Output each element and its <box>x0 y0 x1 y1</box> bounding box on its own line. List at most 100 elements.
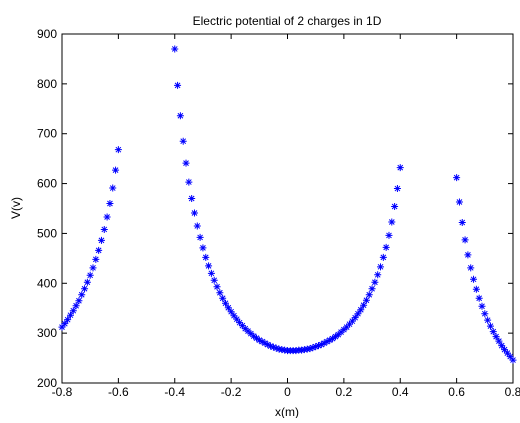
y-tick-label: 500 <box>37 226 57 240</box>
data-point <box>267 342 275 350</box>
data-point <box>272 344 280 352</box>
data-point <box>224 304 232 312</box>
data-point <box>470 275 478 283</box>
data-point <box>199 244 207 252</box>
data-point <box>61 320 69 328</box>
data-point <box>348 317 356 325</box>
data-point <box>306 345 314 353</box>
data-point <box>309 344 317 352</box>
data-point <box>95 246 103 254</box>
data-point <box>374 271 382 279</box>
x-tick-label: -0.2 <box>221 385 242 399</box>
x-axis-label: x(m) <box>275 405 299 418</box>
data-point <box>320 339 328 347</box>
data-point <box>241 325 249 333</box>
data-point <box>196 233 204 241</box>
data-point <box>391 203 399 211</box>
data-point <box>227 308 235 316</box>
data-point <box>458 218 466 226</box>
y-tick-label: 300 <box>37 326 57 340</box>
y-tick-label: 700 <box>37 127 57 141</box>
data-point <box>78 291 86 299</box>
data-point <box>176 112 184 120</box>
data-point <box>501 346 509 354</box>
data-point <box>244 327 252 335</box>
data-point <box>182 159 190 167</box>
data-point <box>329 335 337 343</box>
data-point <box>171 45 179 53</box>
data-point <box>467 264 475 272</box>
data-point <box>495 337 503 345</box>
y-tick-label: 800 <box>37 77 57 91</box>
data-point <box>337 328 345 336</box>
data-point <box>362 296 370 304</box>
data-point <box>58 323 66 331</box>
data-point <box>202 253 210 261</box>
data-point <box>503 349 511 357</box>
data-point <box>109 184 117 192</box>
data-point <box>258 338 266 346</box>
data-point <box>357 306 365 314</box>
data-point <box>455 198 463 206</box>
data-point <box>236 319 244 327</box>
data-point <box>216 289 224 297</box>
data-point <box>331 333 339 341</box>
data-point <box>393 185 401 193</box>
data-point <box>368 285 376 293</box>
data-point <box>509 356 517 364</box>
data-point <box>269 343 277 351</box>
data-point <box>472 285 480 293</box>
data-point <box>250 332 258 340</box>
data-point <box>86 271 94 279</box>
data-point <box>489 328 497 336</box>
data-point <box>382 243 390 251</box>
y-tick-label: 900 <box>37 27 57 41</box>
x-tick-label: 0.6 <box>448 385 465 399</box>
data-point <box>238 322 246 330</box>
data-point <box>453 174 461 182</box>
data-point <box>190 209 198 217</box>
data-point <box>210 276 218 284</box>
data-point <box>317 341 325 349</box>
data-point <box>219 294 227 302</box>
data-point <box>351 314 359 322</box>
data-point <box>185 178 193 186</box>
data-point <box>64 316 72 324</box>
data-point <box>193 222 201 230</box>
data-point <box>334 331 342 339</box>
data-point <box>230 312 238 320</box>
data-point <box>396 164 404 172</box>
y-tick-label: 600 <box>37 177 57 191</box>
x-tick-label: 0.4 <box>392 385 409 399</box>
data-point <box>478 302 486 310</box>
data-point <box>475 294 483 302</box>
y-axis-label: V(v) <box>9 197 23 219</box>
data-point <box>97 236 105 244</box>
data-point <box>247 330 255 338</box>
plot-area <box>61 33 514 384</box>
data-point <box>112 166 120 174</box>
data-point <box>100 225 108 233</box>
data-point <box>205 262 213 270</box>
data-point <box>207 269 215 277</box>
data-point <box>81 285 89 293</box>
data-point <box>66 311 74 319</box>
data-point <box>498 342 506 350</box>
data-point <box>506 353 514 361</box>
data-point <box>360 301 368 309</box>
data-point <box>233 315 241 323</box>
data-point <box>346 320 354 328</box>
data-point <box>312 343 320 351</box>
data-point <box>114 146 122 154</box>
data-point <box>354 310 362 318</box>
data-point <box>388 218 396 226</box>
data-point <box>89 264 97 272</box>
data-point <box>340 326 348 334</box>
data-point <box>385 231 393 239</box>
data-point <box>486 322 494 330</box>
x-tick-label: -0.6 <box>108 385 129 399</box>
data-point <box>481 310 489 318</box>
data-point <box>261 339 269 347</box>
